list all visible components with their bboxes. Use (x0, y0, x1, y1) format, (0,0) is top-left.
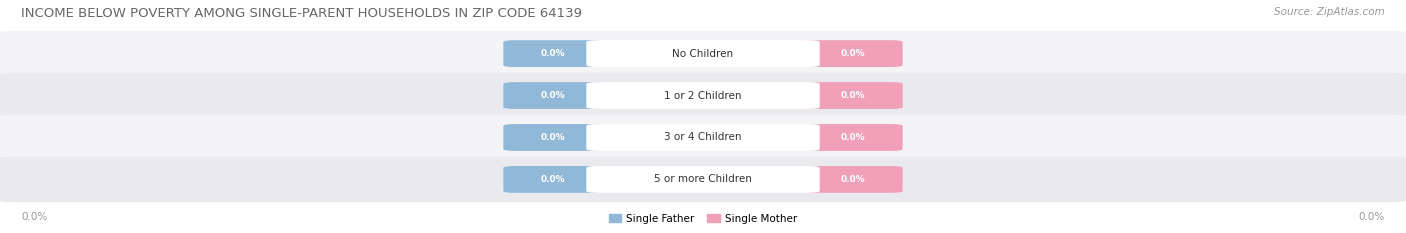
Text: 0.0%: 0.0% (541, 49, 565, 58)
Text: 1 or 2 Children: 1 or 2 Children (664, 91, 742, 100)
FancyBboxPatch shape (586, 82, 820, 109)
Text: 0.0%: 0.0% (541, 133, 565, 142)
Text: 0.0%: 0.0% (1358, 212, 1385, 222)
Text: 0.0%: 0.0% (841, 91, 865, 100)
FancyBboxPatch shape (586, 166, 820, 193)
FancyBboxPatch shape (803, 124, 903, 151)
FancyBboxPatch shape (0, 157, 1406, 202)
FancyBboxPatch shape (503, 82, 603, 109)
FancyBboxPatch shape (586, 124, 820, 151)
Text: 0.0%: 0.0% (841, 133, 865, 142)
Text: 0.0%: 0.0% (21, 212, 48, 222)
FancyBboxPatch shape (803, 166, 903, 193)
Legend: Single Father, Single Mother: Single Father, Single Mother (605, 209, 801, 228)
Text: 3 or 4 Children: 3 or 4 Children (664, 133, 742, 142)
Text: 0.0%: 0.0% (841, 175, 865, 184)
Text: 0.0%: 0.0% (541, 91, 565, 100)
FancyBboxPatch shape (803, 40, 903, 67)
Text: No Children: No Children (672, 49, 734, 58)
Text: 5 or more Children: 5 or more Children (654, 175, 752, 184)
Text: 0.0%: 0.0% (541, 175, 565, 184)
FancyBboxPatch shape (0, 73, 1406, 118)
Text: Source: ZipAtlas.com: Source: ZipAtlas.com (1274, 7, 1385, 17)
FancyBboxPatch shape (503, 40, 603, 67)
FancyBboxPatch shape (803, 82, 903, 109)
Text: INCOME BELOW POVERTY AMONG SINGLE-PARENT HOUSEHOLDS IN ZIP CODE 64139: INCOME BELOW POVERTY AMONG SINGLE-PARENT… (21, 7, 582, 20)
FancyBboxPatch shape (0, 115, 1406, 160)
FancyBboxPatch shape (503, 124, 603, 151)
FancyBboxPatch shape (0, 31, 1406, 76)
FancyBboxPatch shape (586, 40, 820, 67)
FancyBboxPatch shape (503, 166, 603, 193)
Text: 0.0%: 0.0% (841, 49, 865, 58)
